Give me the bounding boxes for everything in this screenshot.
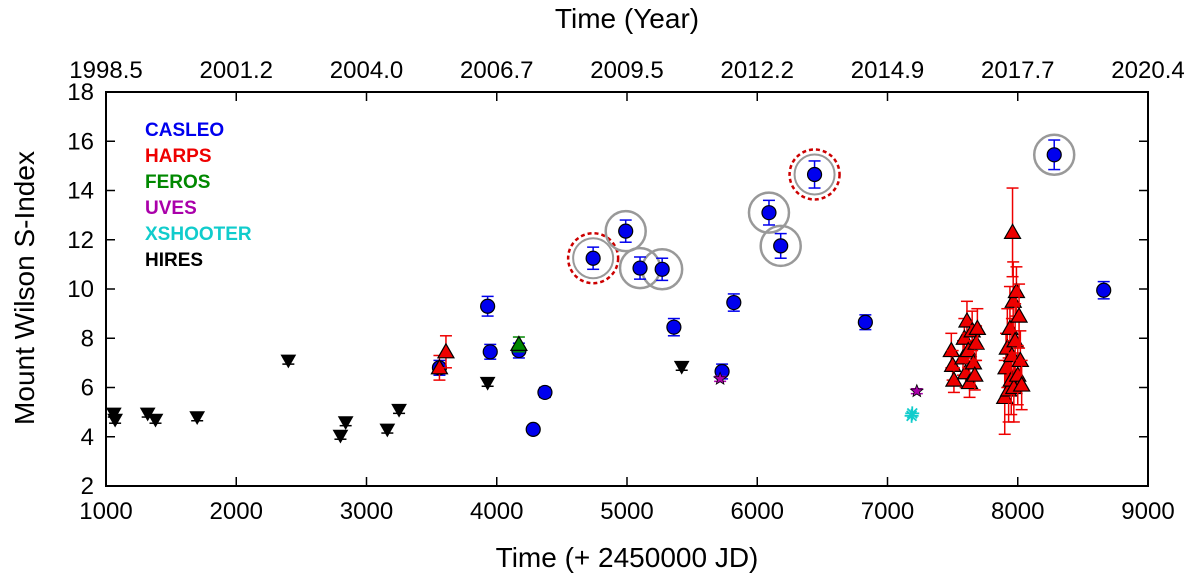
- axes: 1000 2000 3000 4000 5000 6000 7000 8000 9000 1998…: [67, 57, 1184, 525]
- casleo-point: [1096, 282, 1112, 298]
- casleo-point: [666, 319, 682, 335]
- x-tick-label: 6000: [731, 498, 784, 525]
- casleo-point: [726, 294, 742, 311]
- harps-point: [436, 342, 455, 359]
- legend-entry-uves: UVES: [145, 198, 197, 219]
- harps-point: [1007, 282, 1026, 299]
- casleo-point: [537, 384, 553, 401]
- x2-tick-label: 2004.0: [330, 57, 403, 84]
- x2-tick-label: 2014.9: [851, 57, 924, 84]
- y-tick-label: 6: [81, 375, 94, 402]
- highlight-ring-dashed: [566, 231, 620, 285]
- uves-point: [712, 371, 728, 385]
- harps-point: [430, 358, 449, 375]
- highlight-ring: [793, 153, 836, 196]
- harps-point: [1011, 351, 1030, 368]
- harps-point: [942, 341, 961, 358]
- casleo-point: [806, 166, 823, 183]
- x-tick-label: 5000: [600, 498, 653, 525]
- y-tick-label: 12: [67, 227, 94, 254]
- y-tick-label: 10: [67, 276, 94, 303]
- x2-tick-label: 1998.5: [69, 57, 142, 84]
- casleo-point: [585, 250, 601, 266]
- y-tick-label: 14: [67, 178, 94, 205]
- x2-axis-title: Time (Year): [555, 3, 699, 34]
- highlight-ring: [759, 224, 802, 268]
- data-points: [105, 139, 1112, 444]
- feros-point: [509, 335, 528, 352]
- y-tick-label: 2: [81, 473, 94, 500]
- x2-tick-label: 2006.7: [460, 57, 533, 84]
- legend-entry-casleo: CASLEO: [145, 120, 224, 141]
- harps-point: [957, 311, 976, 328]
- y-axis-title: Mount Wilson S-Index: [9, 151, 40, 425]
- legend-entry-harps: HARPS: [145, 146, 212, 167]
- harps-point: [1012, 375, 1031, 392]
- x2-tick-label: 2009.5: [590, 57, 663, 84]
- legend-entry-feros: FEROS: [145, 172, 210, 193]
- x2-tick-label: 2020.4: [1111, 57, 1184, 84]
- hires-point: [189, 411, 206, 426]
- hires-point: [337, 416, 354, 430]
- highlight-ring: [1032, 133, 1076, 177]
- hires-point: [479, 376, 496, 391]
- x-tick-label: 7000: [861, 498, 914, 525]
- legend-entry-hires: HIRES: [145, 250, 203, 271]
- x-tick-label: 1000: [79, 498, 132, 525]
- x-tick-label: 9000: [1121, 498, 1174, 525]
- hires-point: [147, 413, 164, 428]
- casleo-point: [480, 298, 496, 314]
- casleo-point: [525, 421, 541, 437]
- casleo-point: [1046, 147, 1062, 163]
- uves-point: [909, 383, 925, 398]
- highlight-ring: [747, 191, 791, 234]
- legend-entry-xshooter: XSHOOTER: [145, 224, 252, 245]
- highlight-ring-dashed: [788, 148, 841, 201]
- harps-point: [965, 365, 984, 382]
- harps-point: [968, 319, 987, 335]
- x-tick-label: 3000: [340, 498, 393, 525]
- casleo-point: [761, 205, 777, 221]
- casleo-point: [857, 314, 873, 330]
- x-tick-label: 8000: [991, 498, 1044, 525]
- hires-point: [107, 413, 123, 428]
- highlight-ring: [604, 209, 647, 253]
- hires-point: [332, 429, 349, 444]
- hires-point: [280, 354, 297, 369]
- hires-point: [673, 360, 690, 375]
- x2-tick-label: 2001.2: [200, 57, 273, 84]
- x2-tick-label: 2017.7: [981, 57, 1054, 84]
- x-axis-title: Time (+ 2450000 JD): [496, 542, 759, 573]
- y-tick-label: 16: [67, 128, 94, 155]
- casleo-point: [773, 238, 789, 254]
- casleo-point: [618, 223, 634, 239]
- y-tick-label: 4: [81, 424, 94, 451]
- harps-point: [967, 333, 986, 350]
- plot-frame: [105, 91, 1149, 487]
- highlight-rings: [566, 133, 1076, 291]
- casleo-point: [632, 260, 648, 276]
- hires-point: [391, 403, 407, 418]
- legend: CASLEO HARPS FEROS UVES XSHOOTER HIRES: [145, 120, 252, 271]
- harps-point: [1003, 223, 1022, 239]
- y-tick-label: 8: [81, 325, 94, 352]
- harps-point: [1010, 306, 1029, 323]
- x-tick-label: 2000: [210, 498, 263, 525]
- x2-tick-label: 2012.2: [721, 57, 794, 84]
- highlight-ring: [572, 237, 615, 280]
- x-tick-label: 4000: [470, 498, 523, 525]
- casleo-point: [482, 344, 498, 360]
- casleo-point: [654, 261, 670, 277]
- xshooter-point: [905, 406, 920, 421]
- hires-point: [379, 423, 396, 438]
- y-tick-label: 18: [67, 79, 94, 106]
